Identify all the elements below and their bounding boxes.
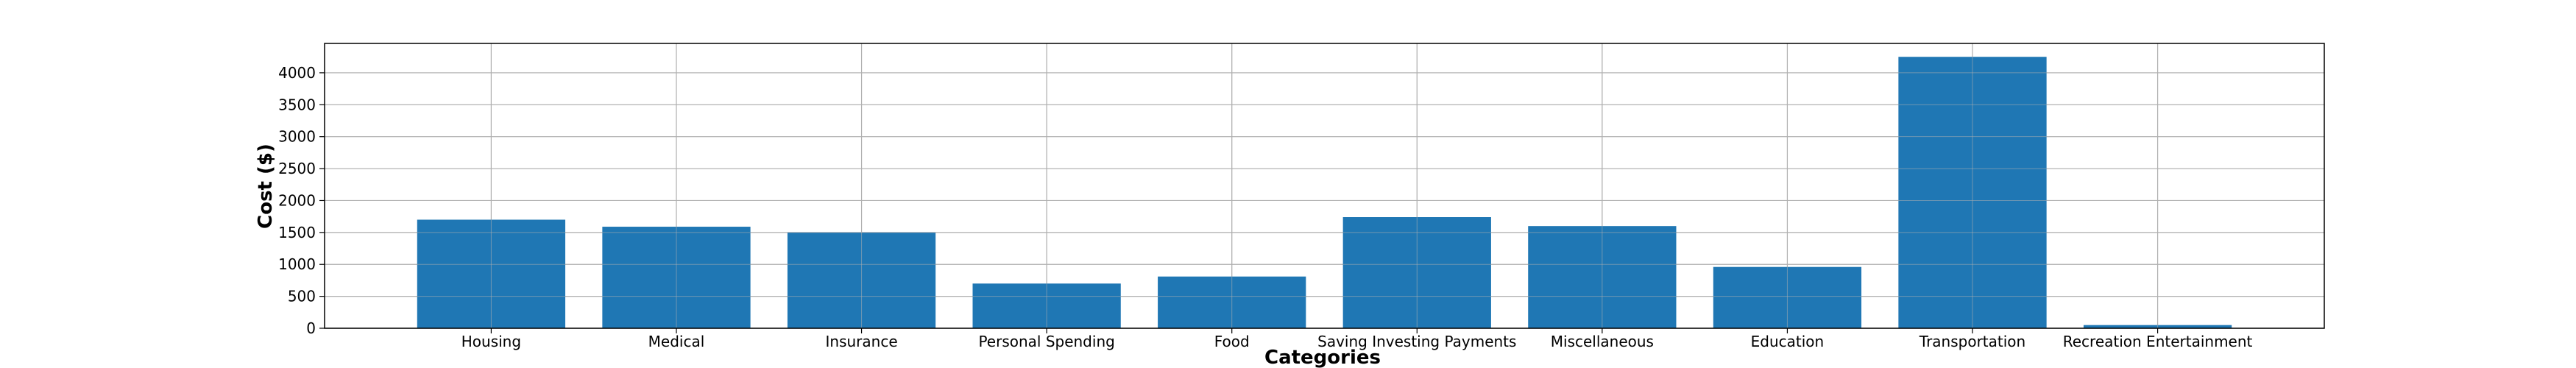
x-tick-label: Housing: [461, 333, 521, 350]
tick-labels: 0 500 1000 1500 2000 2500 3000 3500 4000 Housing M…: [278, 64, 2252, 350]
y-tick-label: 1500: [278, 224, 316, 241]
x-tick-label: Education: [1751, 333, 1825, 350]
y-tick-label: 4000: [278, 64, 316, 82]
y-tick-label: 3000: [278, 128, 316, 146]
y-tick-label: 2500: [278, 160, 316, 177]
y-tick-label: 3500: [278, 96, 316, 113]
y-tick-label: 1000: [278, 255, 316, 273]
x-tick-label: Insurance: [826, 333, 898, 350]
y-tick-label: 0: [306, 319, 316, 337]
x-tick-label: Medical: [648, 333, 705, 350]
x-tick-label: Miscellaneous: [1551, 333, 1654, 350]
y-axis-label: Cost ($): [255, 144, 277, 229]
x-tick-label: Recreation Entertainment: [2063, 333, 2253, 350]
axes: [319, 43, 2325, 333]
x-tick-label: Personal Spending: [978, 333, 1114, 350]
x-tick-label: Food: [1214, 333, 1250, 350]
plot-frame: [324, 43, 2325, 329]
y-tick-label: 500: [288, 288, 316, 305]
x-tick-label: Saving Investing Payments: [1317, 333, 1516, 350]
x-axis-label: Categories: [1264, 347, 1381, 368]
x-tick-label: Transportation: [1919, 333, 2025, 350]
y-tick-label: 2000: [278, 191, 316, 209]
